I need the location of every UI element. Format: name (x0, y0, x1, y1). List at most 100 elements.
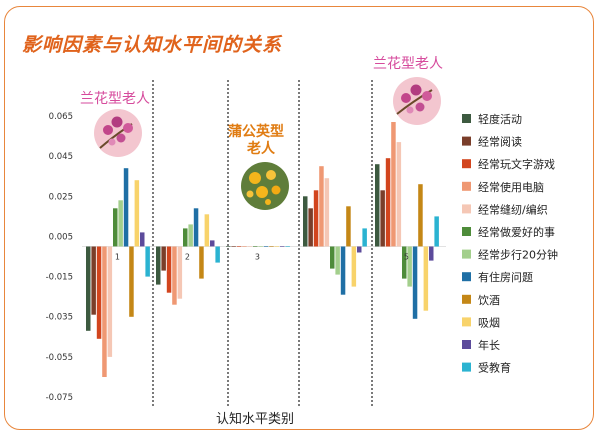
bar (423, 246, 429, 311)
bar (263, 246, 269, 247)
legend-swatch (462, 294, 471, 304)
bar (199, 246, 204, 279)
y-tick-label: -0.015 (46, 273, 73, 283)
bar (102, 246, 107, 377)
legend-swatch (462, 227, 471, 236)
bar (204, 214, 210, 247)
bar (429, 246, 434, 261)
bar (172, 246, 177, 305)
bar (129, 246, 134, 317)
bar (118, 200, 123, 247)
bar (183, 228, 188, 247)
bar (161, 246, 166, 271)
bar (303, 196, 308, 247)
bars (86, 122, 439, 377)
bar (402, 246, 407, 279)
dandelion-image (241, 162, 289, 210)
bar (236, 246, 242, 247)
bar (253, 246, 258, 247)
group-label: 5 (404, 252, 409, 261)
bar (145, 246, 150, 277)
bar (346, 206, 351, 247)
legend-label: 年长 (478, 338, 500, 352)
group-label: 1 (115, 252, 120, 261)
legend-swatch (462, 159, 471, 169)
bar (335, 246, 340, 275)
y-tick-label: -0.075 (46, 393, 73, 403)
group-labels: 1 2 3 5 (115, 252, 409, 261)
bar (96, 246, 102, 339)
bar (156, 246, 161, 285)
bar (407, 246, 412, 287)
bar (166, 246, 172, 293)
bar (418, 184, 423, 247)
bar (91, 246, 96, 315)
bar (123, 168, 129, 247)
bar (434, 216, 439, 247)
bar (412, 246, 418, 319)
legend-label: 经常做爱好的事 (478, 225, 555, 239)
y-tick-label: -0.035 (46, 313, 73, 323)
annotation-dandelion-line2: 老人 (247, 140, 276, 157)
y-tick-label: 0.065 (49, 112, 73, 122)
legend-swatch (462, 181, 471, 191)
bar (113, 208, 118, 247)
bar (193, 208, 199, 247)
bar (188, 224, 193, 247)
bar (351, 246, 357, 287)
legend: 轻度活动经常阅读经常玩文字游戏经常使用电脑经常缝纫/编织经常做爱好的事经常步行2… (462, 112, 558, 375)
bar (357, 246, 362, 253)
annotation-dandelion-line1: 蒲公英型 (228, 123, 284, 140)
y-tick-label: -0.055 (46, 353, 73, 363)
legend-swatch (462, 204, 471, 214)
bar (385, 158, 391, 247)
y-tick-label: 0.045 (49, 152, 73, 162)
bar (177, 246, 183, 299)
x-axis-title: 认知水平类别 (216, 411, 294, 427)
legend-label: 经常步行20分钟 (478, 248, 558, 262)
legend-swatch (462, 272, 471, 282)
legend-label: 饮酒 (478, 294, 500, 307)
annotation-orchid-left: 兰花型老人 (80, 91, 150, 107)
bar (313, 190, 319, 247)
legend-label: 经常使用电脑 (478, 181, 544, 194)
bar (210, 240, 215, 247)
bar (134, 180, 140, 247)
bar (226, 246, 231, 247)
bar (285, 246, 290, 247)
bar (247, 246, 253, 247)
chart-title: 影响因素与认知水平间的关系 (22, 34, 283, 56)
bar (258, 246, 263, 247)
legend-swatch (462, 340, 471, 349)
legend-swatch (462, 317, 471, 327)
bar (396, 142, 402, 247)
bar (140, 232, 145, 247)
legend-label: 经常玩文字游戏 (478, 157, 555, 171)
bar (319, 166, 324, 247)
bar (274, 246, 280, 247)
legend-label: 经常缝纫/编织 (478, 202, 548, 216)
legend-swatch (462, 136, 471, 146)
y-axis-tick-labels: 0.065 0.045 0.025 0.005 -0.015 -0.035 -0.055 -0… (46, 112, 73, 403)
bar (242, 246, 247, 247)
bar (330, 246, 335, 269)
y-tick-label: 0.005 (49, 232, 73, 242)
bar (324, 178, 330, 247)
bar (380, 190, 385, 247)
legend-swatch (462, 114, 471, 123)
group-label: 3 (255, 252, 260, 261)
bar (362, 228, 367, 247)
bar (86, 246, 91, 331)
legend-label: 经常阅读 (478, 135, 522, 149)
legend-label: 轻度活动 (478, 112, 522, 126)
bar (231, 246, 236, 247)
legend-label: 吸烟 (478, 315, 500, 329)
bar (375, 164, 380, 247)
bar (340, 246, 346, 295)
orchid-image-right (393, 77, 441, 125)
legend-label: 受教育 (478, 361, 511, 375)
legend-swatch (462, 362, 471, 372)
bar (391, 122, 396, 247)
group-label: 2 (185, 252, 190, 261)
